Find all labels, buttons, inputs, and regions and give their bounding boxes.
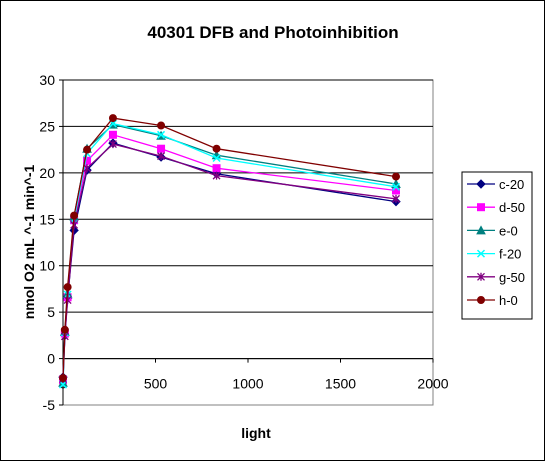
legend: c-20 d-50 e-0 f-20 g-50 h-0 xyxy=(461,171,533,320)
y-tick-label: 0 xyxy=(47,351,55,367)
data-point xyxy=(391,182,401,191)
legend-label: c-20 xyxy=(499,177,524,192)
y-tick-label: 25 xyxy=(39,118,55,134)
legend-label: h-0 xyxy=(499,293,518,308)
legend-marker xyxy=(476,249,486,258)
legend-entry-c-20: c-20 xyxy=(467,177,524,192)
data-point xyxy=(108,114,117,123)
axes xyxy=(59,79,434,406)
legend-marker xyxy=(477,203,485,212)
legend-label: e-0 xyxy=(499,223,518,238)
data-point xyxy=(157,152,166,161)
data-point xyxy=(212,171,221,180)
legend-entry-f-20: f-20 xyxy=(467,247,521,262)
data-point xyxy=(63,296,72,305)
legend-label: d-50 xyxy=(499,200,525,215)
legend-marker xyxy=(476,179,486,189)
y-axis-title: nmol O2 mL ^-1 min^-1 xyxy=(21,165,37,320)
legend-entry-d-50: d-50 xyxy=(467,200,525,215)
y-tick-label: 20 xyxy=(39,165,55,181)
data-point xyxy=(70,211,79,220)
data-point xyxy=(60,325,69,334)
data-point xyxy=(157,130,166,139)
y-tick-label: 30 xyxy=(39,72,55,88)
tick-labels: -50510152025300500100015002000 xyxy=(39,72,448,413)
data-point xyxy=(212,164,221,173)
chart-title: 40301 DFB and Photoinhibition xyxy=(147,23,398,42)
data-point xyxy=(157,121,166,130)
legend-marker xyxy=(477,272,485,281)
y-tick-label: 10 xyxy=(39,258,55,274)
y-tick-label: 15 xyxy=(39,211,55,227)
y-tick-label: -5 xyxy=(43,397,56,413)
series-h-0 xyxy=(59,114,400,383)
x-tick-label: 1000 xyxy=(232,376,263,392)
x-tick-label: 500 xyxy=(144,376,168,392)
data-point xyxy=(59,374,67,383)
legend-entry-g-50: g-50 xyxy=(467,270,525,285)
x-tick-label: 2000 xyxy=(417,376,448,392)
legend-entry-h-0: h-0 xyxy=(467,293,518,308)
legend-marker xyxy=(476,225,486,235)
data-point xyxy=(157,144,166,153)
legend-marker xyxy=(477,296,485,304)
series-layer xyxy=(58,114,401,389)
data-point xyxy=(392,186,400,195)
data-point xyxy=(212,144,221,153)
y-tick-label: 5 xyxy=(47,304,55,320)
data-point xyxy=(392,172,400,181)
data-point xyxy=(83,145,92,154)
data-point xyxy=(63,283,72,292)
data-point xyxy=(212,153,221,163)
x-axis-title: light xyxy=(241,425,271,441)
legend-label: f-20 xyxy=(499,247,521,262)
legend-entry-e-0: e-0 xyxy=(467,223,518,238)
legend-box xyxy=(461,171,533,320)
data-point xyxy=(392,194,400,203)
x-tick-label: 1500 xyxy=(325,376,356,392)
data-point xyxy=(83,164,92,173)
plot-area xyxy=(62,79,434,406)
data-point xyxy=(108,130,117,139)
data-point xyxy=(108,140,117,149)
legend-label: g-50 xyxy=(499,270,525,285)
